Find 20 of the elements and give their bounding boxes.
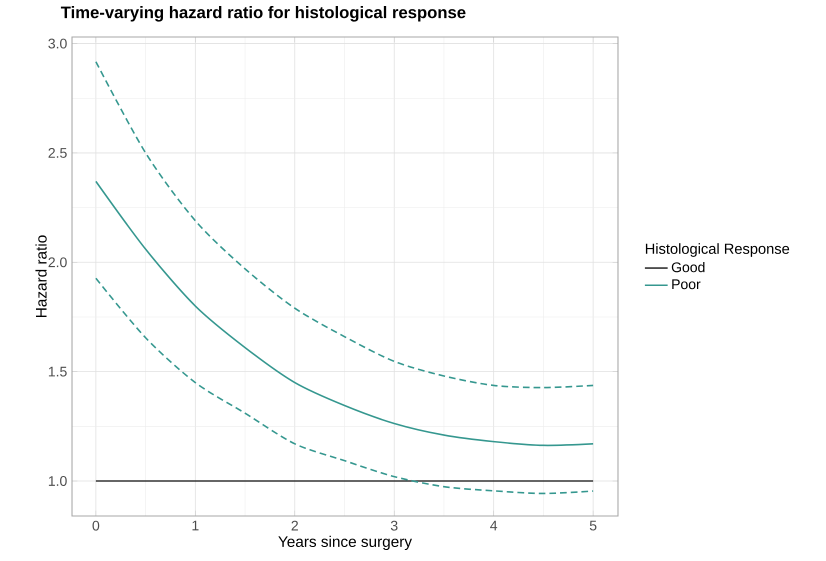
y-tick-label: 1.0 xyxy=(48,476,67,486)
y-tick-label: 2.5 xyxy=(48,148,67,158)
legend-label: Poor xyxy=(672,279,700,290)
y-tick-label: 2.0 xyxy=(48,257,67,268)
x-tick-label: 5 xyxy=(590,520,596,530)
y-tick-label: 3.0 xyxy=(48,38,67,49)
line-series xyxy=(95,180,594,446)
y-tick-label: 1.5 xyxy=(48,366,67,377)
legend-title: Histological Response xyxy=(646,243,790,257)
x-tick-label: 0 xyxy=(92,520,100,531)
line-series xyxy=(95,277,594,494)
line-series xyxy=(95,60,594,388)
x-tick-label: 1 xyxy=(192,520,199,530)
x-tick-label: 3 xyxy=(390,520,398,531)
chart-title: Time-varying hazard ratio for histological response xyxy=(60,6,466,22)
y-axis-title: Hazard ratio xyxy=(35,235,47,317)
x-axis-title: Years since surgery xyxy=(278,536,412,550)
x-tick-label: 2 xyxy=(292,520,298,530)
legend-label: Good xyxy=(672,262,704,272)
x-tick-label: 4 xyxy=(490,520,498,530)
